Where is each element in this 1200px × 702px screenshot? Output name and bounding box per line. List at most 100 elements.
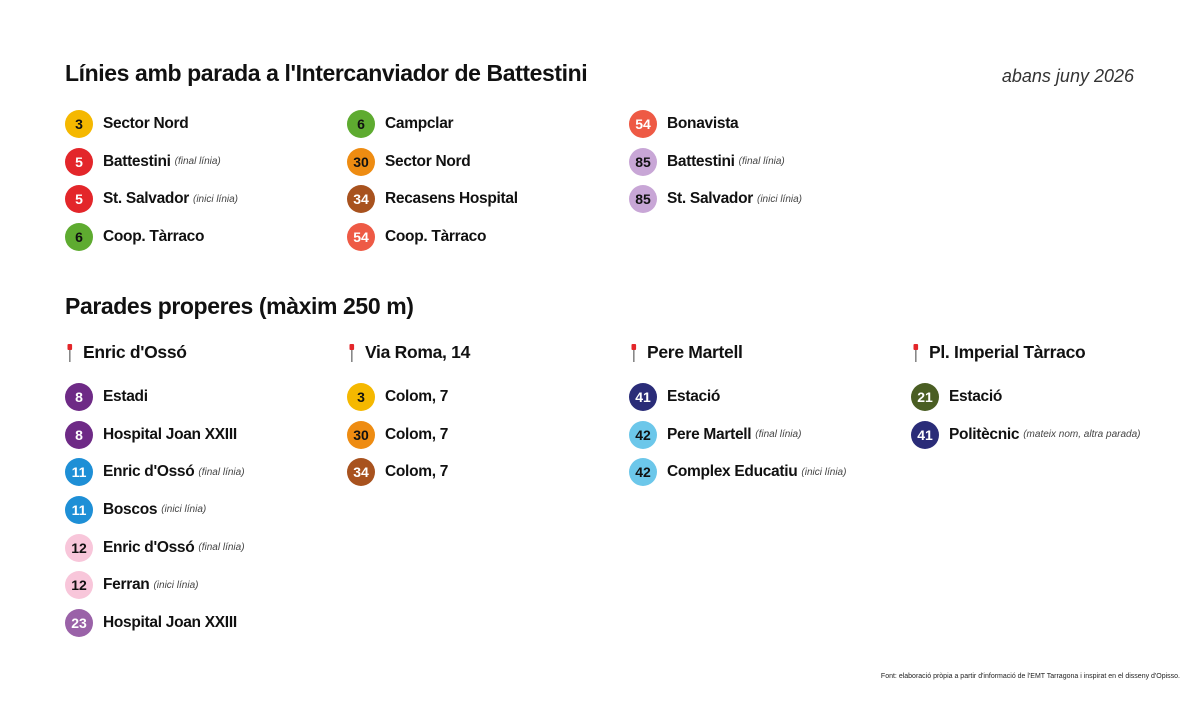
line-number-badge: 54 (629, 109, 657, 138)
line-destination: Politècnic (949, 425, 1020, 443)
line-number-badge: 85 (629, 147, 657, 176)
line-destination: Enric d'Ossó (103, 463, 195, 481)
line-note: (final línia) (738, 156, 785, 168)
line-number-badge: 5 (65, 147, 93, 176)
date-note: abans juny 2026 (1001, 66, 1134, 86)
stop-lines-column: 41 Estació 42 Pere Martell (final línia) 42 Co… (629, 378, 899, 491)
line-row: 12 Ferran (inici línia) (65, 566, 335, 604)
line-destination: St. Salvador (103, 190, 189, 208)
line-number-badge: 3 (65, 109, 93, 138)
line-row: 8 Estadi (65, 378, 335, 416)
line-number-badge: 54 (347, 222, 375, 251)
stop-name: Pere Martell (647, 342, 743, 362)
line-row: 42 Complex Educatiu (inici línia) (629, 453, 899, 491)
stop-name: Pl. Imperial Tàrraco (929, 342, 1086, 362)
lines-column: 6 Campclar 30 Sector Nord 34 Recasens Hospita… (347, 105, 617, 256)
line-number-badge: 12 (65, 571, 93, 600)
line-note: (inici línia) (193, 193, 239, 205)
stop-lines-column: 3 Colom, 7 30 Colom, 7 34 Colom, 7 (347, 378, 617, 491)
line-note: (final línia) (198, 466, 245, 478)
line-number-badge: 30 (347, 147, 375, 176)
bus-stop-sign-icon (913, 343, 919, 362)
line-number-badge: 41 (629, 382, 657, 411)
line-number-badge: 34 (347, 458, 375, 487)
line-row: 21 Estació (911, 378, 1181, 416)
line-number-badge: 6 (65, 222, 93, 251)
line-row: 54 Bonavista (629, 105, 899, 143)
line-row: 54 Coop. Tàrraco (347, 218, 617, 256)
line-destination: Battestini (667, 152, 735, 170)
line-destination: Hospital Joan XXIII (103, 613, 237, 631)
line-row: 41 Estació (629, 378, 899, 416)
line-row: 41 Politècnic (mateix nom, altra parada) (911, 416, 1181, 454)
line-number-badge: 8 (65, 420, 93, 449)
line-destination: Sector Nord (385, 152, 471, 170)
line-number-badge: 41 (911, 420, 939, 449)
line-destination: Boscos (103, 500, 158, 518)
line-number-badge: 34 (347, 185, 375, 214)
stop-header: Pere Martell (629, 342, 743, 363)
line-row: 11 Enric d'Ossó (final línia) (65, 453, 335, 491)
line-note: (final línia) (755, 429, 802, 441)
stop-lines-column: 8 Estadi 8 Hospital Joan XXIII 11 Enric d'Oss… (65, 378, 335, 642)
line-destination: Campclar (385, 114, 454, 132)
line-destination: Coop. Tàrraco (103, 227, 205, 245)
line-number-badge: 12 (65, 533, 93, 562)
line-number-badge: 11 (65, 458, 93, 487)
page-title: Línies amb parada a l'Intercanviador de … (65, 60, 588, 86)
line-row: 6 Campclar (347, 105, 617, 143)
line-row: 6 Coop. Tàrraco (65, 218, 335, 256)
source-footnote: Font: elaboració pròpia a partir d'infor… (880, 673, 1180, 680)
line-row: 11 Boscos (inici línia) (65, 491, 335, 529)
line-destination: Estació (667, 387, 721, 405)
line-row: 3 Sector Nord (65, 105, 335, 143)
line-number-badge: 42 (629, 458, 657, 487)
line-destination: Coop. Tàrraco (385, 227, 487, 245)
line-number-badge: 42 (629, 420, 657, 449)
stop-lines-column: 21 Estació 41 Politècnic (mateix nom, altra … (911, 378, 1181, 453)
line-destination: Complex Educatiu (667, 463, 798, 481)
line-row: 30 Colom, 7 (347, 416, 617, 454)
line-row: 8 Hospital Joan XXIII (65, 416, 335, 454)
line-destination: Colom, 7 (385, 425, 449, 443)
line-destination: Ferran (103, 576, 150, 594)
line-number-badge: 30 (347, 420, 375, 449)
line-number-badge: 21 (911, 382, 939, 411)
line-row: 5 St. Salvador (inici línia) (65, 180, 335, 218)
line-row: 23 Hospital Joan XXIII (65, 604, 335, 642)
line-number-badge: 85 (629, 185, 657, 214)
line-destination: Enric d'Ossó (103, 538, 195, 556)
line-row: 85 Battestini (final línia) (629, 143, 899, 181)
nearby-stops-title: Parades properes (màxim 250 m) (65, 293, 414, 319)
line-row: 12 Enric d'Ossó (final línia) (65, 529, 335, 567)
line-destination: Pere Martell (667, 425, 752, 443)
line-note: (inici línia) (801, 466, 847, 478)
line-note: (inici línia) (161, 504, 207, 516)
stop-header: Enric d'Ossó (65, 342, 187, 363)
line-row: 5 Battestini (final línia) (65, 143, 335, 181)
line-destination: Colom, 7 (385, 463, 449, 481)
bus-stop-sign-icon (349, 343, 355, 362)
line-row: 3 Colom, 7 (347, 378, 617, 416)
lines-column: 54 Bonavista 85 Battestini (final línia) 85 St… (629, 105, 899, 218)
line-destination: Sector Nord (103, 114, 189, 132)
line-row: 42 Pere Martell (final línia) (629, 416, 899, 454)
line-destination: Recasens Hospital (385, 190, 518, 208)
line-row: 34 Colom, 7 (347, 453, 617, 491)
line-number-badge: 11 (65, 495, 93, 524)
line-row: 34 Recasens Hospital (347, 180, 617, 218)
line-note: (inici línia) (153, 579, 199, 591)
line-destination: Estació (949, 387, 1003, 405)
line-destination: Hospital Joan XXIII (103, 425, 237, 443)
line-destination: Bonavista (667, 114, 739, 132)
bus-stop-sign-icon (631, 343, 637, 362)
line-note: (mateix nom, altra parada) (1023, 429, 1141, 441)
stop-name: Via Roma, 14 (365, 342, 471, 362)
line-destination: Battestini (103, 152, 171, 170)
stop-header: Pl. Imperial Tàrraco (911, 342, 1086, 363)
line-row: 85 St. Salvador (inici línia) (629, 180, 899, 218)
line-row: 30 Sector Nord (347, 143, 617, 181)
line-destination: Colom, 7 (385, 387, 449, 405)
line-note: (final línia) (198, 542, 245, 554)
line-note: (inici línia) (757, 193, 803, 205)
